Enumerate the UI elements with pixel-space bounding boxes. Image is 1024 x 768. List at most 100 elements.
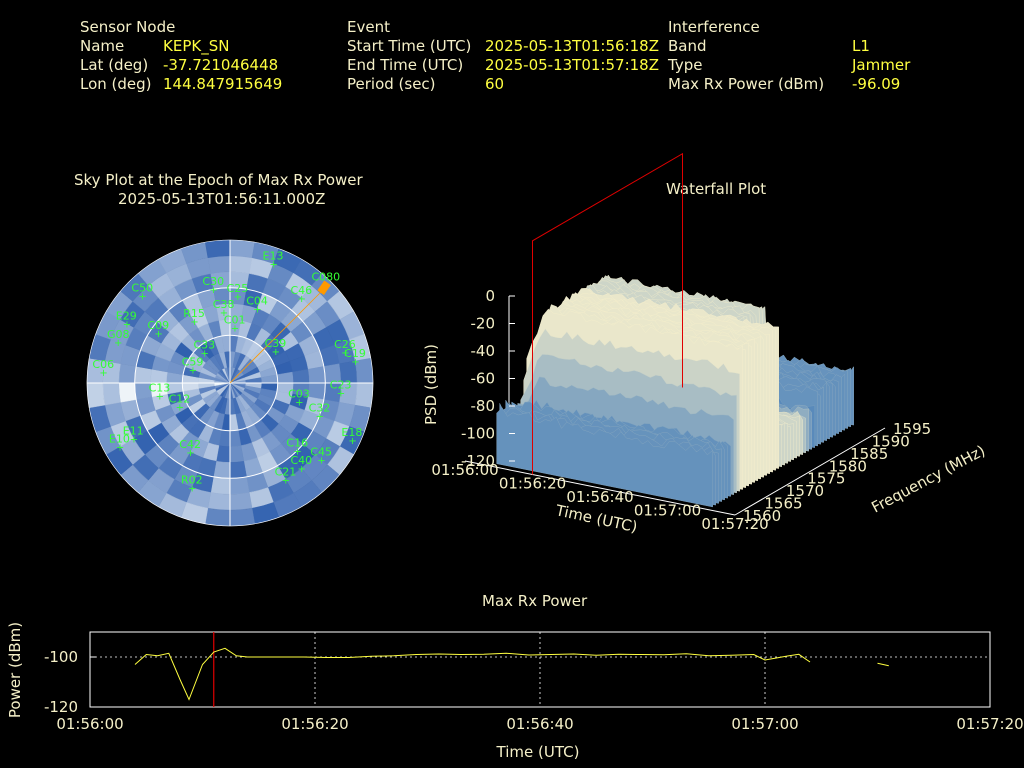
event-title: Event [347,18,390,36]
event-start-label: Start Time (UTC) [347,37,472,55]
sky-sector [204,507,231,527]
satellite-label: C40 [291,454,313,467]
psd-tick-label: -120 [461,452,495,470]
satellite-label: C32 [309,402,331,415]
satellite-label: E18 [341,426,362,439]
satellite-label: G08 [107,328,130,341]
satellite-plus: + [154,329,162,340]
sky-sector [86,382,106,409]
satellite-label: E11 [123,425,144,438]
satellite-plus: + [220,308,228,319]
psd-tick-label: -40 [471,342,496,360]
satellite-label: C23 [330,379,352,392]
power-y-tick-label: -100 [44,648,78,666]
sky-plot-subtitle: 2025-05-13T01:56:11.000Z [118,190,326,208]
waterfall-time-axis [464,460,736,516]
satellite-label: E13 [263,250,284,263]
satellite-plus: + [176,403,184,414]
power-series-line [134,647,811,701]
satellite-label: C09 [147,319,169,332]
satellite-label: C12 [169,393,191,406]
satellite-label: C46 [291,284,313,297]
sky-sector [207,492,231,511]
max-rx-power-title: Max Rx Power [482,592,588,610]
satellite-plus: + [156,391,164,402]
frequency-tick-label: 1565 [764,495,802,513]
sky-plot: +C30+E13+C50+C25+C46+E29+R15 +C38 +C04+C09… [86,239,374,527]
marker-direction-line [229,287,326,384]
satellite-plus: + [99,368,107,379]
waterfall-psd-label: PSD (dBm) [422,344,440,425]
interference-title: Interference [668,18,760,36]
satellite-plus: + [189,365,197,376]
satellite-label: C38 [213,298,235,311]
event-end-label: End Time (UTC) [347,56,464,74]
satellite-plus: + [116,443,124,454]
satellite-plus: + [138,291,146,302]
sensor-lat-label: Lat (deg) [80,56,149,74]
satellite-plus: + [341,348,349,359]
sky-sector [229,239,256,259]
sky-sector [229,255,253,274]
satellite-plus: + [209,285,217,296]
satellite-plus: + [114,338,122,349]
waterfall-frequency-axis [734,427,886,516]
frequency-tick-label: 1590 [872,432,910,450]
frequency-tick-label: 1570 [786,482,824,500]
interference-band-value: L1 [852,37,870,55]
power-series-line [877,662,889,667]
satellite-label: C39 [265,337,287,350]
satellite-plus: + [317,456,325,467]
satellite-label: C45 [310,446,332,459]
satellite-label: C01 [224,314,246,327]
power-y-axis-label: Power (dBm) [6,622,24,718]
interference-type-value: Jammer [852,56,911,74]
psd-tick-label: 0 [485,287,495,305]
time-tick-label: 01:56:20 [499,475,566,493]
satellite-label: C19 [344,347,366,360]
sensor-name-label: Name [80,37,125,55]
waterfall-surface-strip [496,407,713,508]
power-x-tick-label: 01:56:00 [56,715,123,733]
waterfall-plot: 0-20-40-60-80-100-12001:56:0001:56:2001:… [422,152,988,536]
satellite-label: C04 [246,294,268,307]
sky-sector [229,507,256,527]
satellite-plus: + [130,435,138,446]
satellite-plus: + [188,484,196,495]
satellite-plus: + [190,317,198,328]
event-start-value: 2025-05-13T01:56:18Z [485,37,659,55]
satellite-label: C21 [275,465,297,478]
satellite-label: R15 [183,307,205,320]
sensor-name-value: KEPK_SN [163,37,230,55]
satellite-label: C13 [149,381,171,394]
satellite-label: C33 [194,339,216,352]
event-end-value: 2025-05-13T01:57:18Z [485,56,659,74]
waterfall-epoch-plane [532,152,683,475]
sky-sector [229,460,247,479]
interference-marker [317,280,331,295]
satellite-plus: + [231,324,239,335]
sensor-lat-value: -37.721046448 [163,56,279,74]
interference-marker-label: C080 [312,271,341,284]
waterfall-title: Waterfall Plot [666,180,767,198]
power-x-tick-label: 01:56:20 [281,715,348,733]
power-x-tick-label: 01:57:20 [956,715,1023,733]
sensor-lon-value: 144.847915649 [163,75,283,93]
satellite-label: E29 [116,309,137,322]
satellite-label: C26 [334,338,356,351]
satellite-plus: + [337,389,345,400]
satellite-plus: + [295,398,303,409]
sky-sector [229,476,250,495]
sky-sector [307,366,326,384]
satellite-label: C06 [92,358,114,371]
satellite-plus: + [293,446,301,457]
frequency-tick-label: 1595 [893,420,931,438]
satellite-label: R02 [181,474,203,487]
interference-power-label: Max Rx Power (dBm) [668,75,825,93]
satellite-plus: + [298,464,306,475]
satellite-label: C50 [131,281,153,294]
satellite-plus: + [316,412,324,423]
time-tick-label: 01:57:20 [701,515,768,533]
frequency-tick-label: 1580 [829,457,867,475]
